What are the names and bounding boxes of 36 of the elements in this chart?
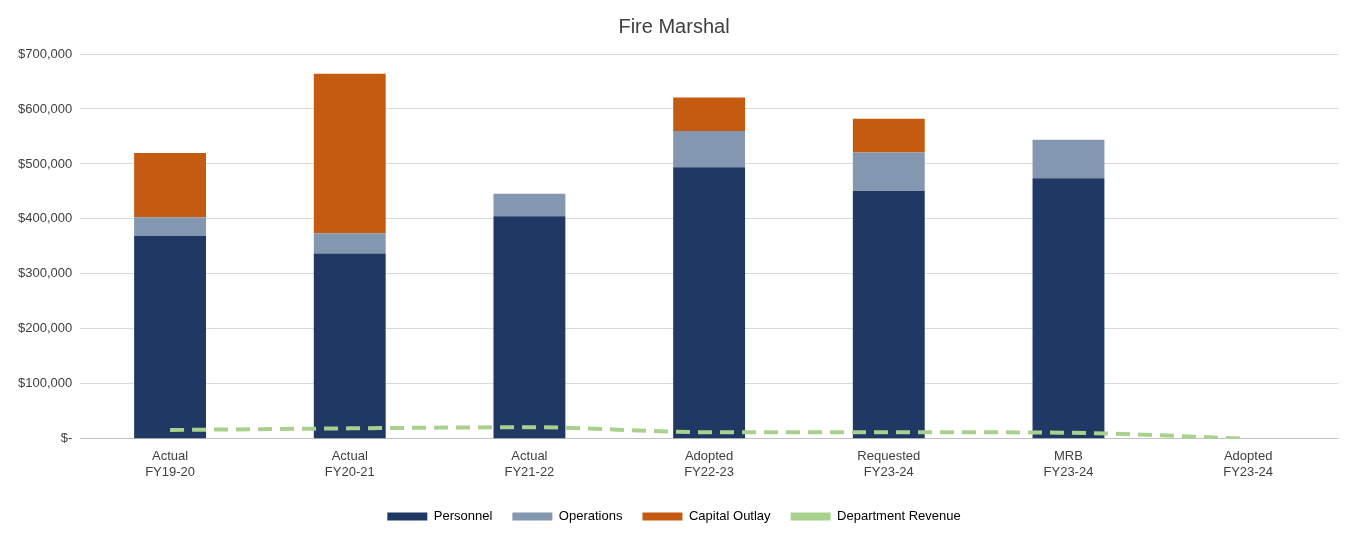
bar [134,152,206,218]
bar [673,97,746,131]
x-tick-label: MRB FY23-24 [1043,448,1094,479]
bar [313,73,386,234]
chart-title: Fire Marshal [618,14,730,37]
bar [852,118,925,153]
bar [1032,139,1105,179]
x-tick-label: Adopted FY23-24 [1223,448,1274,479]
bar [673,167,746,439]
legend-label: Capital Outlay [688,508,772,524]
x-tick-label: Actual FY20-21 [324,448,375,479]
bar [313,233,386,254]
y-tick-label: $700,000 [17,45,73,61]
y-tick-label: $400,000 [17,210,73,226]
x-tick-label: Requested FY23-24 [857,448,921,479]
y-tick-label: $200,000 [17,320,73,336]
y-tick-label: $600,000 [17,100,73,116]
y-tick-label: $300,000 [17,265,73,281]
y-tick-label: $100,000 [17,375,73,391]
x-tick-label: Adopted FY22-23 [684,448,735,479]
legend-label: Personnel [433,508,493,524]
legend-label: Department Revenue [837,508,961,524]
x-tick-label: Actual FY21-22 [504,448,555,479]
x-tick-label: Actual FY19-20 [145,448,195,479]
bar [1032,178,1105,439]
legend-label: Operations [558,508,623,524]
bar [493,193,566,217]
bar [134,235,206,439]
bar [313,253,386,439]
bar [852,152,925,191]
y-tick-label: $- [60,430,73,446]
bar [493,216,566,439]
bar [673,130,746,168]
bar [134,217,206,236]
y-tick-label: $500,000 [17,155,73,171]
bar [852,190,925,439]
